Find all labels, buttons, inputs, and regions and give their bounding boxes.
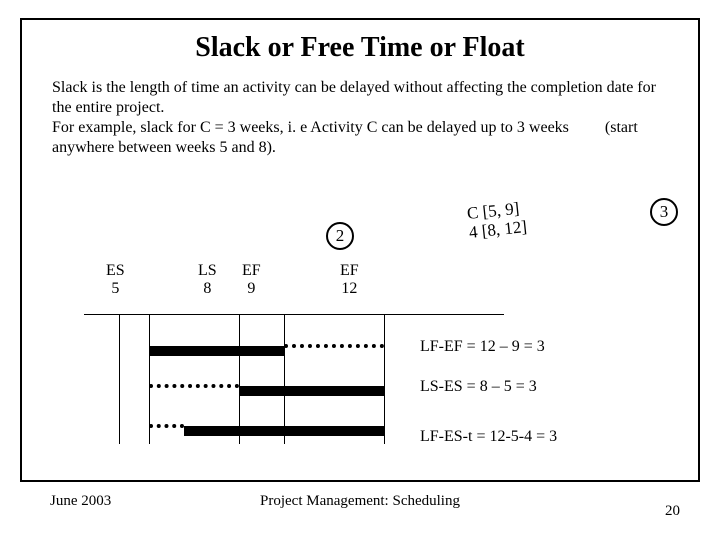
node-left: 2 [326,222,354,250]
footer-center: Project Management: Scheduling [0,493,720,510]
timeline-bar [149,346,284,356]
timeline-slack [149,384,239,388]
edge-label-bottom: 4 [8, 12] [468,218,528,243]
timeline-bar [239,386,384,396]
timeline-slack [149,424,184,428]
col-ls: LS 8 [198,262,217,297]
node-right: 3 [650,198,678,226]
col-ef2: EF 12 [340,262,359,297]
timeline-bar [184,426,384,436]
slide-frame: Slack or Free Time or Float Slack is the… [20,18,700,482]
timeline-slack [284,344,384,348]
timeline-tick [384,314,385,444]
col-ef1: EF 9 [242,262,261,297]
timeline-tick [239,314,240,444]
edge-label: C [5, 9] 4 [8, 12] [466,199,528,242]
slide-title: Slack or Free Time or Float [22,32,698,64]
timeline-axis [84,314,504,315]
timeline-tick [284,314,285,444]
calc-ls-es: LS-ES = 8 – 5 = 3 [420,378,537,396]
slide-body: Slack is the length of time an activity … [52,78,668,158]
page-number: 20 [665,503,680,520]
calc-lf-es-t: LF-ES-t = 12-5-4 = 3 [420,428,557,446]
calc-lf-ef: LF-EF = 12 – 9 = 3 [420,338,545,356]
col-es: ES 5 [106,262,125,297]
timeline-tick [119,314,120,444]
